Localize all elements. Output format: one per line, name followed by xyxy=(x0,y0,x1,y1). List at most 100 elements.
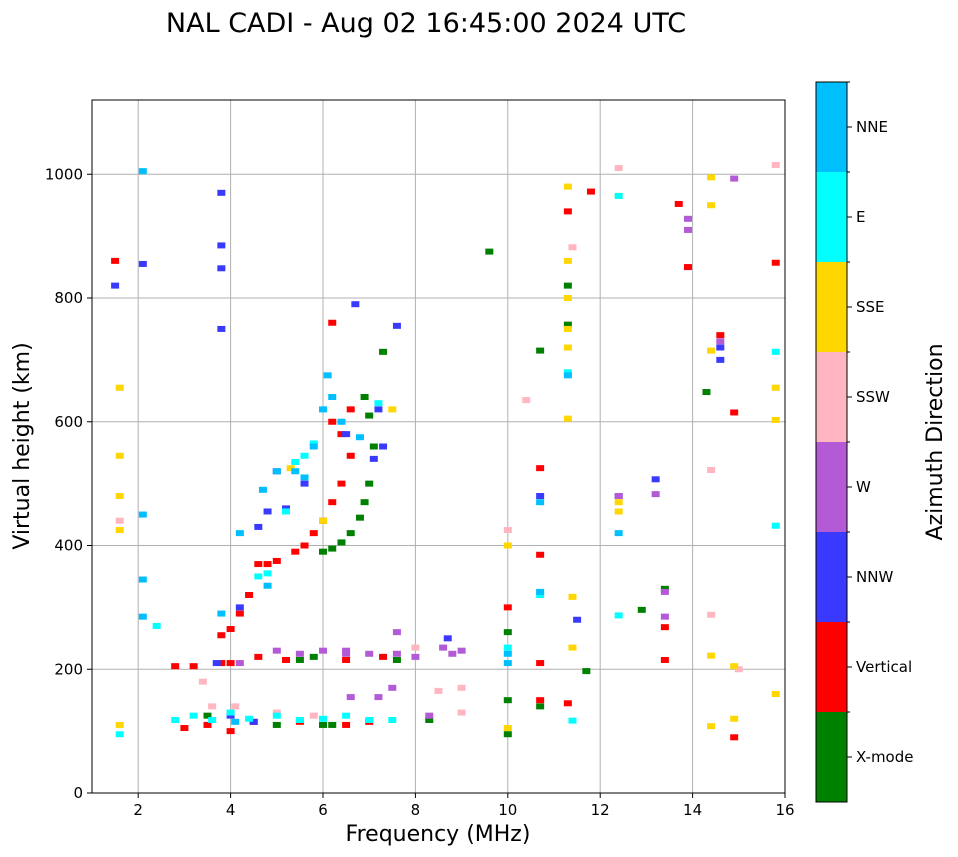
echo-point xyxy=(342,431,351,438)
echo-point xyxy=(392,656,401,663)
echo-point xyxy=(180,725,189,732)
echo-point xyxy=(771,691,780,697)
echo-point xyxy=(328,721,337,728)
echo-point xyxy=(263,570,272,577)
echo-point xyxy=(226,712,235,719)
echo-point xyxy=(309,443,318,450)
echo-point xyxy=(254,561,263,568)
colorbar-segment xyxy=(816,172,847,262)
echo-marks xyxy=(111,161,780,741)
echo-point xyxy=(258,486,267,493)
echo-point xyxy=(291,548,300,555)
echo-point xyxy=(115,384,124,391)
echo-point xyxy=(152,622,161,629)
echo-point xyxy=(392,650,401,657)
plot-background xyxy=(92,100,785,793)
echo-point xyxy=(319,715,327,722)
y-tick-label: 600 xyxy=(54,413,83,431)
series-w xyxy=(235,175,739,719)
echo-point xyxy=(171,663,180,670)
echo-point xyxy=(614,499,623,506)
echo-point xyxy=(231,703,240,710)
colorbar-segment xyxy=(816,262,847,352)
echo-point xyxy=(231,718,240,725)
echo-point xyxy=(328,394,337,400)
echo-point xyxy=(300,542,309,549)
chart-title: NAL CADI - Aug 02 16:45:00 2024 UTC xyxy=(166,8,686,39)
colorbar-segment xyxy=(816,532,847,622)
colorbar-label: NNE xyxy=(856,118,888,136)
series-ssw xyxy=(115,161,780,719)
echo-point xyxy=(503,725,512,732)
echo-point xyxy=(503,697,512,704)
echo-point xyxy=(614,493,623,499)
echo-point xyxy=(272,468,281,475)
echo-point xyxy=(328,545,337,552)
echo-point xyxy=(369,455,378,462)
echo-point xyxy=(217,265,226,272)
echo-point xyxy=(503,629,512,636)
echo-point xyxy=(425,712,434,719)
echo-point xyxy=(254,523,263,530)
echo-point xyxy=(379,348,388,355)
echo-point xyxy=(328,499,337,506)
echo-point xyxy=(771,161,780,168)
echo-point xyxy=(674,200,683,207)
echo-point xyxy=(272,721,281,728)
echo-point xyxy=(245,592,254,598)
echo-point xyxy=(300,452,309,459)
y-axis-label: Virtual height (km) xyxy=(10,342,35,549)
echo-point xyxy=(660,656,669,663)
echo-point xyxy=(208,716,217,723)
echo-point xyxy=(522,397,531,404)
echo-point xyxy=(189,712,198,719)
echo-point xyxy=(235,660,244,667)
echo-point xyxy=(217,632,226,639)
echo-point xyxy=(730,663,739,670)
echo-point xyxy=(457,647,466,654)
echo-point xyxy=(208,703,217,710)
echo-point xyxy=(189,663,198,670)
echo-point xyxy=(614,165,623,172)
echo-point xyxy=(254,653,263,660)
echo-point xyxy=(683,226,692,233)
echo-point xyxy=(374,694,383,701)
echo-point xyxy=(536,465,545,472)
echo-point xyxy=(115,493,124,499)
echo-point xyxy=(115,731,124,738)
echo-point xyxy=(309,653,318,660)
echo-point xyxy=(716,356,725,363)
echo-point xyxy=(707,652,716,659)
echo-point xyxy=(374,406,383,413)
echo-point xyxy=(198,678,207,685)
echo-point xyxy=(771,416,780,423)
echo-point xyxy=(563,344,572,351)
echo-point xyxy=(771,522,780,529)
echo-point xyxy=(563,369,572,376)
echo-point xyxy=(730,734,739,741)
echo-point xyxy=(716,338,725,345)
echo-point xyxy=(226,728,235,735)
echo-point xyxy=(346,452,355,459)
echo-point xyxy=(730,409,739,416)
echo-point xyxy=(425,716,434,723)
echo-point xyxy=(707,202,716,209)
echo-point xyxy=(651,476,660,483)
echo-point xyxy=(388,716,397,723)
colorbar-label: E xyxy=(856,208,865,226)
echo-point xyxy=(707,467,716,474)
echo-point xyxy=(568,644,577,651)
echo-point xyxy=(263,508,272,515)
echo-point xyxy=(138,168,147,175)
echo-point xyxy=(217,242,226,249)
echo-point xyxy=(660,613,669,620)
echo-point xyxy=(388,406,397,413)
echo-point xyxy=(388,684,397,691)
echo-point xyxy=(651,491,660,498)
colorbar-segment xyxy=(816,442,847,532)
echo-point xyxy=(503,604,512,611)
echo-point xyxy=(342,650,351,657)
echo-point xyxy=(300,480,309,487)
colorbar-label: NNW xyxy=(856,568,893,586)
